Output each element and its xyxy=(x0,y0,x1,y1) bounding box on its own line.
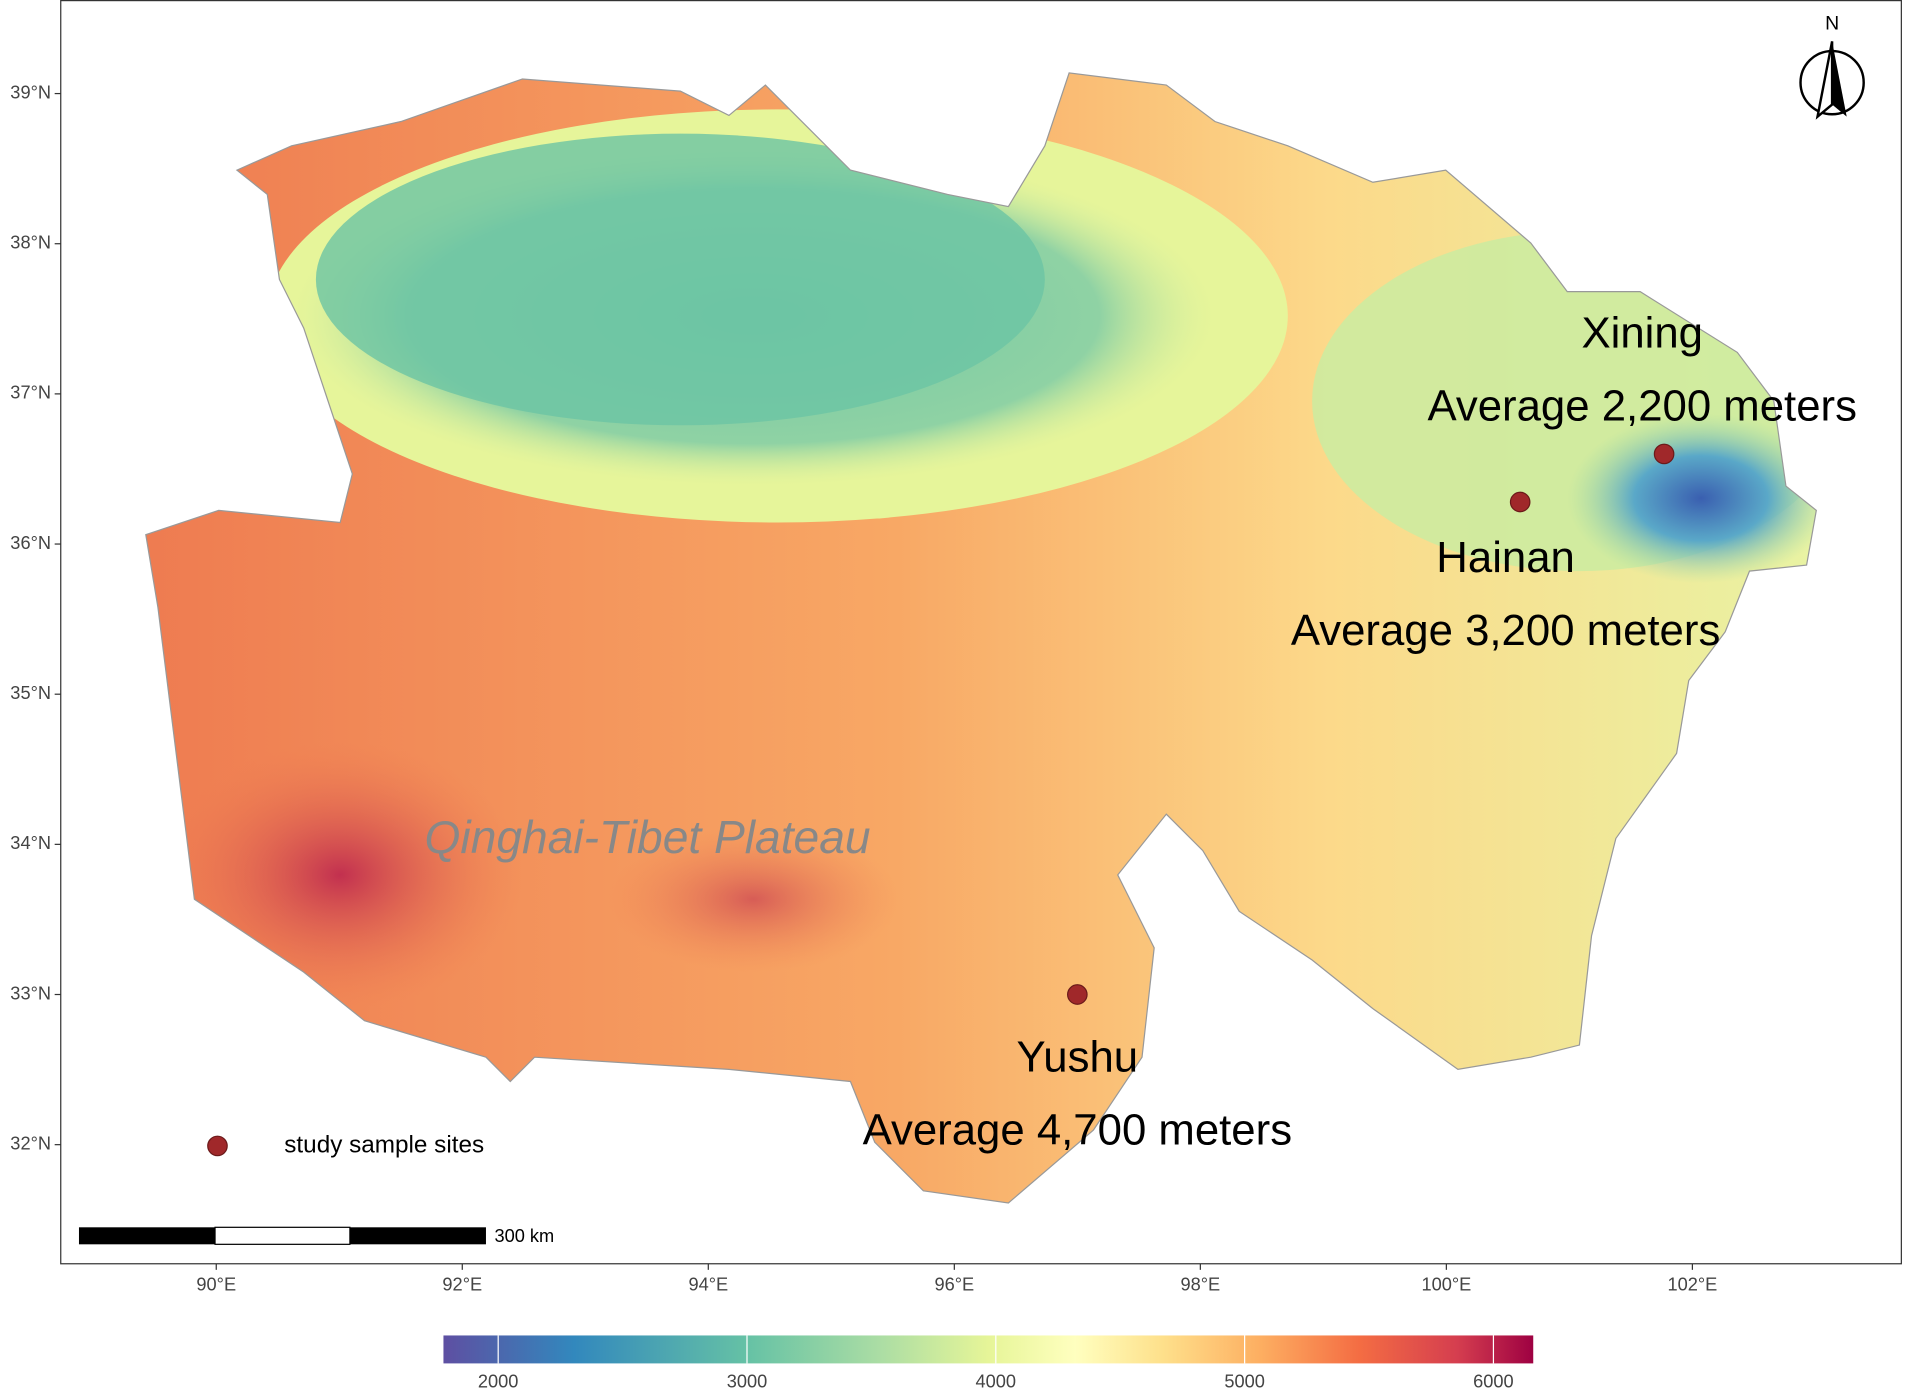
legend-marker xyxy=(207,1135,228,1157)
lat-tick-label: 32°N xyxy=(10,1133,51,1153)
sample-site xyxy=(1653,443,1675,465)
colorbar-tick-label: 3000 xyxy=(727,1372,768,1392)
elevation-raster xyxy=(145,72,1817,1204)
colorbar-tick-label: 4000 xyxy=(976,1372,1017,1392)
site-name: Hainan xyxy=(1436,533,1575,582)
north-label: N xyxy=(1825,12,1839,34)
lat-tick-label: 34°N xyxy=(10,833,51,853)
sample-site xyxy=(1509,491,1531,513)
sample-site xyxy=(1067,984,1088,1005)
lat-tick-label: 35°N xyxy=(10,683,51,703)
lon-tick-label: 98°E xyxy=(1180,1274,1220,1294)
site-name: Yushu xyxy=(1017,1033,1139,1082)
legend-label: study sample sites xyxy=(284,1131,484,1158)
lat-tick-label: 38°N xyxy=(10,233,51,253)
colorbar-tick-label: 6000 xyxy=(1473,1372,1514,1392)
site-name: Xining xyxy=(1581,309,1703,358)
region-label: Qinghai-Tibet Plateau xyxy=(425,811,871,863)
colorbar xyxy=(443,1335,1534,1364)
scale-bar: 300 km xyxy=(78,1226,554,1246)
lat-tick-label: 33°N xyxy=(10,983,51,1003)
lat-tick-label: 36°N xyxy=(10,533,51,553)
lon-tick-label: 94°E xyxy=(688,1274,728,1294)
lon-tick-label: 102°E xyxy=(1667,1274,1717,1294)
lon-tick-label: 92°E xyxy=(442,1274,482,1294)
site-elevation-label: Average 4,700 meters xyxy=(863,1106,1292,1155)
scale-label: 300 km xyxy=(494,1226,554,1246)
colorbar-tick-label: 5000 xyxy=(1224,1372,1265,1392)
lon-tick-label: 90°E xyxy=(196,1274,236,1294)
north-arrow: N xyxy=(1799,12,1865,120)
lon-tick-label: 96°E xyxy=(934,1274,974,1294)
site-elevation-label: Average 3,200 meters xyxy=(1291,606,1720,655)
colorbar-tick-label: 2000 xyxy=(478,1372,519,1392)
lon-tick-label: 100°E xyxy=(1421,1274,1471,1294)
region-outline xyxy=(145,72,1817,1204)
legend: study sample sites xyxy=(207,1131,484,1158)
site-elevation-label: Average 2,200 meters xyxy=(1427,382,1856,431)
map-layers: 39°N 38°N 37°N 36°N 35°N 34°N 33°N 32°N 90°E 92°E… xyxy=(10,82,1857,1391)
lat-tick-label: 37°N xyxy=(10,383,51,403)
lat-tick-label: 39°N xyxy=(10,82,51,102)
